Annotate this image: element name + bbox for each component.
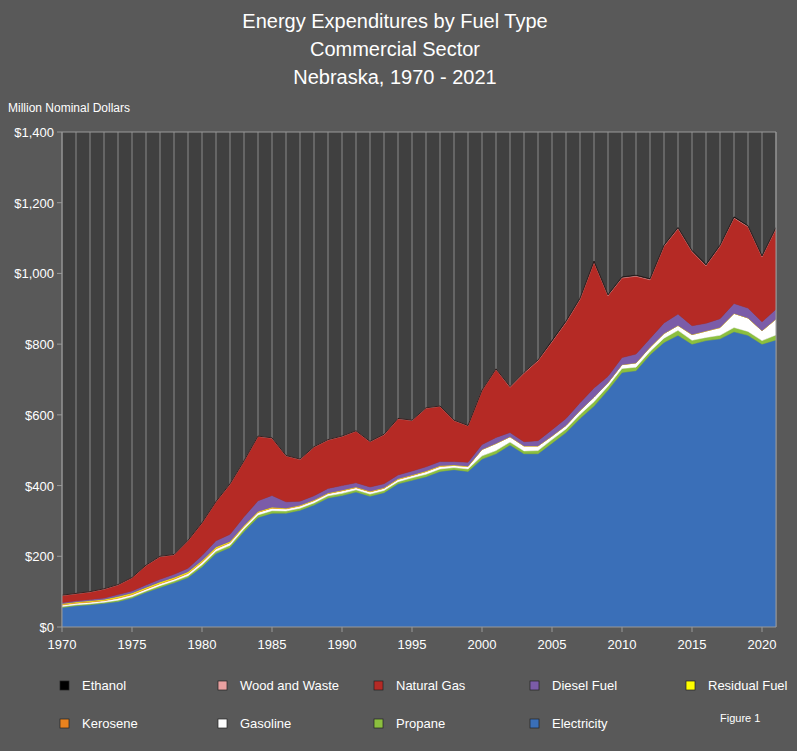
y-tick-label: $1,200 (14, 196, 54, 211)
y-tick-label: $1,000 (14, 266, 54, 281)
y-tick-label: $400 (25, 479, 54, 494)
y-tick (57, 273, 62, 274)
legend-label: Propane (396, 716, 445, 731)
x-tick-label: 2020 (748, 637, 777, 652)
chart: Energy Expenditures by Fuel Type Commerci… (0, 0, 797, 751)
x-tick-label: 1975 (118, 637, 147, 652)
x-tick (622, 627, 623, 632)
legend-marker (218, 719, 227, 728)
x-tick (482, 627, 483, 632)
y-tick (57, 344, 62, 345)
x-tick-label: 1990 (328, 637, 357, 652)
x-tick-label: 1970 (48, 637, 77, 652)
grid-line (132, 132, 133, 627)
grid-line (146, 132, 147, 627)
legend-marker (530, 719, 539, 728)
legend-label: Ethanol (82, 678, 126, 693)
x-tick (132, 627, 133, 632)
grid-line (90, 132, 91, 627)
grid-line (104, 132, 105, 627)
area (62, 218, 776, 603)
legend-marker (686, 681, 695, 690)
annotation: Figure 1 (720, 712, 760, 724)
title: Energy Expenditures by Fuel Type (242, 10, 547, 32)
grid-line (118, 132, 119, 627)
y-tick (57, 556, 62, 557)
x-tick-label: 1995 (398, 637, 427, 652)
legend-marker (374, 719, 383, 728)
grid-line (160, 132, 161, 627)
x-tick-label: 2015 (678, 637, 707, 652)
grid-line (62, 132, 63, 627)
y-tick (57, 414, 62, 415)
y-tick-label: $200 (25, 549, 54, 564)
grid-line (776, 132, 777, 627)
x-tick (552, 627, 553, 632)
legend-label: Electricity (552, 716, 608, 731)
title: Nebraska, 1970 - 2021 (293, 66, 496, 88)
frame-right (776, 132, 777, 627)
background (0, 0, 797, 751)
legend-label: Gasoline (240, 716, 291, 731)
y-tick-label: $0 (40, 620, 54, 635)
area (62, 217, 776, 595)
x-tick (202, 627, 203, 632)
legend-label: Natural Gas (396, 678, 466, 693)
y-tick-label: $800 (25, 337, 54, 352)
legend-marker (374, 681, 383, 690)
legend-label: Diesel Fuel (552, 678, 617, 693)
y-tick (57, 132, 62, 133)
x-tick-label: 2010 (608, 637, 637, 652)
frame-top (62, 132, 776, 133)
x-tick (342, 627, 343, 632)
x-tick (412, 627, 413, 632)
grid-line (76, 132, 77, 627)
legend-marker (530, 681, 539, 690)
legend-marker (60, 681, 69, 690)
y-tick (57, 627, 62, 628)
y-tick (57, 202, 62, 203)
x-axis (62, 627, 776, 628)
y-tick-label: $600 (25, 408, 54, 423)
x-tick (762, 627, 763, 632)
area (62, 217, 776, 595)
legend-marker (60, 719, 69, 728)
x-tick (62, 627, 63, 632)
plot-area (62, 132, 776, 627)
grid-line (174, 132, 175, 627)
x-tick (272, 627, 273, 632)
y-axis (62, 132, 63, 627)
legend-label: Kerosene (82, 716, 138, 731)
legend-label: Wood and Waste (240, 678, 339, 693)
x-tick (692, 627, 693, 632)
y-tick-label: $1,400 (14, 125, 54, 140)
title: Commercial Sector (310, 38, 480, 60)
y-tick (57, 485, 62, 486)
y-axis-label: Million Nominal Dollars (8, 101, 130, 115)
x-tick-label: 1980 (188, 637, 217, 652)
legend-marker (218, 681, 227, 690)
x-tick-label: 2000 (468, 637, 497, 652)
x-tick-label: 1985 (258, 637, 287, 652)
legend-label: Residual Fuel (708, 678, 788, 693)
areas (62, 217, 776, 627)
x-tick-label: 2005 (538, 637, 567, 652)
